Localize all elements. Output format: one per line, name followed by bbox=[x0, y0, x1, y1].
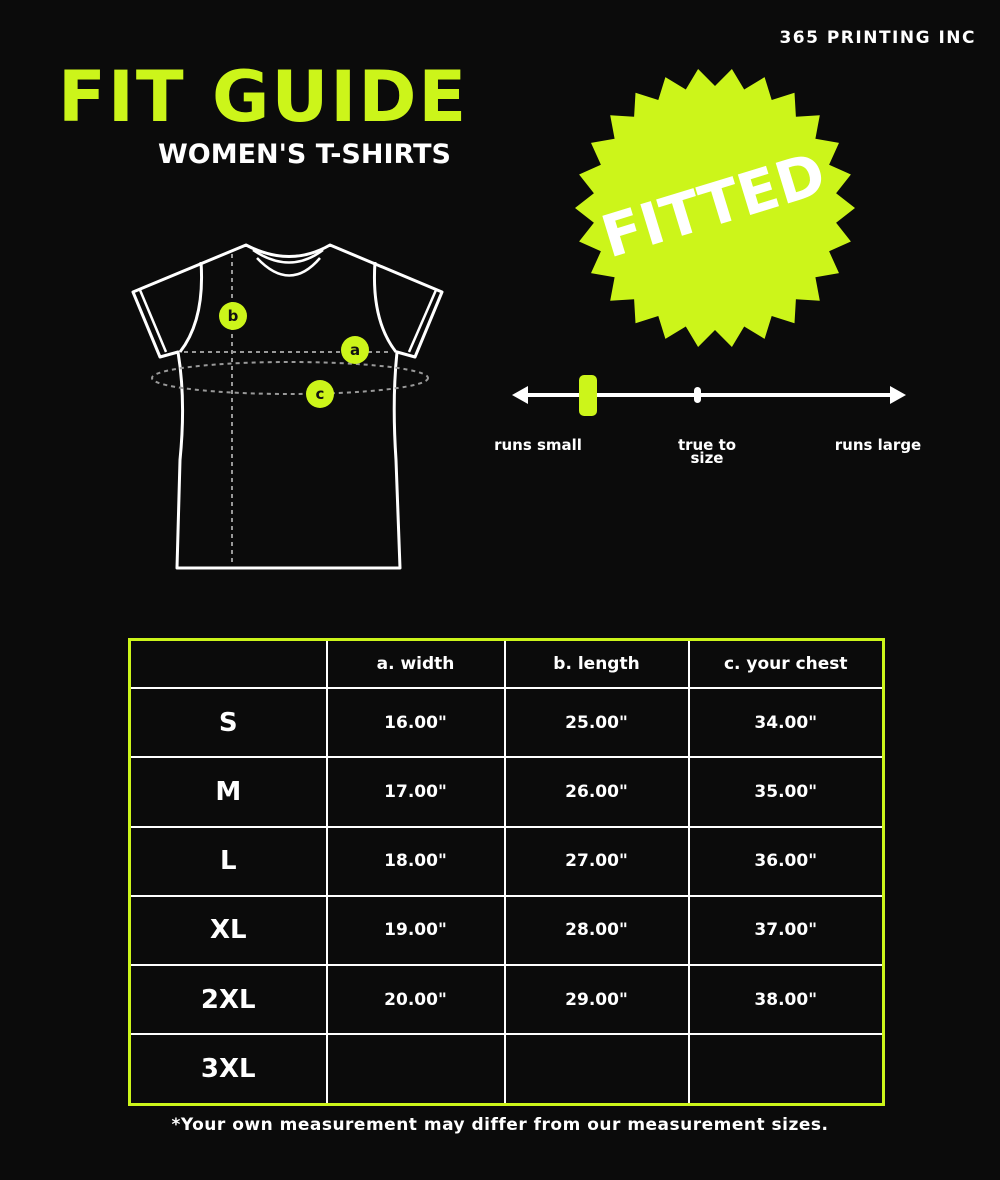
value-cell: 27.00" bbox=[503, 825, 690, 897]
fit-indicator bbox=[579, 375, 597, 416]
value-cell: 20.00" bbox=[325, 963, 506, 1036]
table-row: 3XL bbox=[129, 1033, 884, 1105]
true-to-size-tick bbox=[694, 387, 701, 403]
table-row: L 18.00" 27.00" 36.00" bbox=[129, 825, 884, 897]
value-cell: 36.00" bbox=[687, 825, 884, 897]
value-cell: b. length bbox=[503, 639, 690, 690]
value-cell: 38.00" bbox=[687, 963, 884, 1036]
size-cell: 2XL bbox=[129, 963, 328, 1036]
size-cell: M bbox=[129, 756, 328, 828]
label-true-to-size: true to size bbox=[677, 436, 737, 467]
table-header-row: a. width b. length c. your chest bbox=[129, 639, 884, 690]
value-cell bbox=[503, 1033, 690, 1105]
label-runs-small: runs small bbox=[494, 436, 582, 454]
value-cell: 34.00" bbox=[687, 687, 884, 759]
size-cell bbox=[129, 639, 328, 690]
size-cell: 3XL bbox=[129, 1033, 328, 1105]
brand-name: 365 PRINTING INC bbox=[779, 28, 976, 48]
tshirt-outline bbox=[131, 243, 444, 570]
page-subtitle: WOMEN'S T-SHIRTS bbox=[158, 139, 451, 170]
size-cell: XL bbox=[129, 894, 328, 966]
table-row: XL 19.00" 28.00" 37.00" bbox=[129, 894, 884, 966]
fitted-badge-starburst bbox=[575, 69, 855, 347]
value-cell: 18.00" bbox=[325, 825, 506, 897]
measure-markers: b a c bbox=[219, 302, 369, 408]
value-cell: 28.00" bbox=[503, 894, 690, 966]
svg-text:c: c bbox=[316, 385, 325, 403]
disclaimer-note: *Your own measurement may differ from ou… bbox=[171, 1115, 829, 1135]
value-cell: 17.00" bbox=[325, 756, 506, 828]
value-cell: 19.00" bbox=[325, 894, 506, 966]
value-cell: 29.00" bbox=[503, 963, 690, 1036]
measure-lines bbox=[151, 254, 429, 563]
table-row: M 17.00" 26.00" 35.00" bbox=[129, 756, 884, 828]
value-cell bbox=[325, 1033, 506, 1105]
table-row: 2XL 20.00" 29.00" 38.00" bbox=[129, 963, 884, 1036]
label-runs-large: runs large bbox=[834, 436, 922, 454]
svg-text:a: a bbox=[350, 341, 360, 359]
arrow-left-icon bbox=[512, 386, 528, 404]
value-cell: 16.00" bbox=[325, 687, 506, 759]
table-row: S 16.00" 25.00" 34.00" bbox=[129, 687, 884, 759]
value-cell: 26.00" bbox=[503, 756, 690, 828]
fit-scale bbox=[512, 375, 906, 416]
value-cell: c. your chest bbox=[687, 639, 884, 690]
page-title: FIT GUIDE bbox=[58, 56, 469, 138]
value-cell: 37.00" bbox=[687, 894, 884, 966]
size-table: a. width b. length c. your chest S 16.00" 25.… bbox=[128, 638, 885, 1106]
value-cell: 25.00" bbox=[503, 687, 690, 759]
value-cell: 35.00" bbox=[687, 756, 884, 828]
svg-text:b: b bbox=[228, 307, 239, 325]
tshirt-diagram bbox=[131, 243, 444, 570]
size-cell: S bbox=[129, 687, 328, 759]
value-cell bbox=[687, 1033, 884, 1105]
value-cell: a. width bbox=[325, 639, 506, 690]
size-cell: L bbox=[129, 825, 328, 897]
arrow-right-icon bbox=[890, 386, 906, 404]
